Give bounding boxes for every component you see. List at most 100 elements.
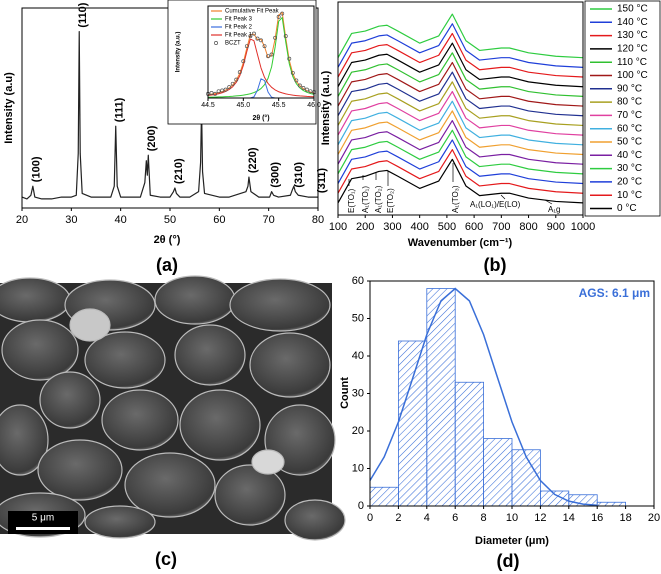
histogram-bar <box>454 381 485 507</box>
data-point <box>248 34 253 39</box>
data-line <box>337 110 584 156</box>
histogram-bar <box>511 449 541 507</box>
annotation-arrow <box>500 194 506 200</box>
x-tick-label: 45.0 <box>237 102 251 109</box>
legend-marker <box>214 41 218 45</box>
y-tick-label: 0 <box>358 500 364 512</box>
x-tick-label: 700 <box>492 221 510 233</box>
x-tick-label: 18 <box>619 512 631 524</box>
x-tick-label: 50 <box>164 214 176 226</box>
data-point <box>234 77 239 82</box>
annotation: A₁(TO₂) <box>374 185 383 213</box>
peak-label: (111) <box>114 97 126 122</box>
data-point <box>266 54 271 59</box>
annotation: AGS: 6.1 μm <box>579 286 650 300</box>
peak-label: (311) <box>316 168 328 193</box>
plot-frame <box>369 280 655 507</box>
x-tick-label: 200 <box>356 221 374 233</box>
x-tick-label: 2 <box>395 512 401 524</box>
x-tick-label: 1000 <box>571 221 595 233</box>
legend-label: 100 °C <box>617 70 648 81</box>
data-point <box>287 56 292 61</box>
legend-label: 50 °C <box>617 137 642 148</box>
legend-label: 60 °C <box>617 123 642 134</box>
scale-bar-label: 5 μm <box>32 513 54 524</box>
x-tick-label: 30 <box>65 214 77 226</box>
legend-label: BCZT <box>225 41 241 47</box>
peak-label: (310) <box>293 162 305 188</box>
x-tick-label: 300 <box>383 221 401 233</box>
legend-label: 30 °C <box>617 163 642 174</box>
annotation: E(TO₁) <box>347 188 356 213</box>
legend-label: 10 °C <box>617 190 642 201</box>
x-tick-label: 45.5 <box>272 102 286 109</box>
legend-label: 70 °C <box>617 110 642 121</box>
data-line <box>207 11 315 96</box>
legend-label: 90 °C <box>617 83 642 94</box>
x-axis-label: Diameter (μm) <box>475 535 549 547</box>
legend-label: Fit Peak 1 <box>225 33 253 39</box>
data-line <box>337 42 584 88</box>
data-point <box>273 35 278 40</box>
data-point <box>223 87 228 92</box>
panel-label: (c) <box>155 549 177 569</box>
data-point <box>255 36 260 41</box>
x-tick-label: 500 <box>438 221 456 233</box>
legend-label: 130 °C <box>617 30 648 41</box>
peak-label: (100) <box>31 156 43 182</box>
fit-curve <box>369 287 598 506</box>
panel-label: (d) <box>497 551 520 571</box>
x-tick-label: 46.0 <box>307 102 321 109</box>
legend-label: Fit Peak 3 <box>225 17 253 23</box>
peak-label: (200) <box>146 125 158 151</box>
legend-label: Fit Peak 2 <box>225 25 253 31</box>
histogram-bar <box>426 288 456 507</box>
data-line <box>337 139 584 185</box>
data-point <box>276 14 281 19</box>
data-point <box>283 34 288 39</box>
data-point <box>213 91 218 96</box>
histogram-bar <box>369 486 399 507</box>
x-tick-label: 900 <box>547 221 565 233</box>
data-line <box>337 149 584 194</box>
data-line <box>337 100 584 146</box>
x-tick-label: 6 <box>452 512 458 524</box>
annotation: A₁(TO₁) <box>361 186 370 213</box>
data-line <box>337 158 584 204</box>
sem-image: 5 μm (c) <box>0 275 346 569</box>
data-point <box>220 88 225 93</box>
data-line <box>337 32 584 78</box>
x-tick-label: 12 <box>534 512 546 524</box>
x-tick-label: 10 <box>506 512 518 524</box>
x-tick-label: 70 <box>263 214 275 226</box>
data-line <box>337 13 584 59</box>
x-tick-label: 44.5 <box>201 102 215 109</box>
data-point <box>297 83 302 88</box>
data-point <box>294 78 299 83</box>
data-point <box>237 70 242 75</box>
x-tick-label: 20 <box>648 512 660 524</box>
y-axis-label: Intensity (a.u) <box>3 72 15 144</box>
x-tick-label: 600 <box>465 221 483 233</box>
x-tick-label: 16 <box>591 512 603 524</box>
data-line <box>337 120 584 165</box>
scale-bar <box>16 527 70 530</box>
panel-label: (b) <box>484 255 507 275</box>
legend-label: 140 °C <box>617 17 648 28</box>
y-axis-label: Intensity (a.u.) <box>320 70 332 145</box>
legend-label: 40 °C <box>617 150 642 161</box>
data-point <box>308 89 313 94</box>
data-point <box>269 52 274 57</box>
x-tick-label: 800 <box>519 221 537 233</box>
histogram-bar <box>397 340 428 507</box>
data-point <box>280 11 285 16</box>
legend-label: 20 °C <box>617 177 642 188</box>
data-point <box>259 38 263 43</box>
data-line <box>337 52 584 97</box>
y-tick-label: 40 <box>352 350 364 362</box>
histogram-bar <box>596 501 627 507</box>
legend-label: 150 °C <box>617 4 648 15</box>
y-tick-label: 30 <box>352 387 364 399</box>
